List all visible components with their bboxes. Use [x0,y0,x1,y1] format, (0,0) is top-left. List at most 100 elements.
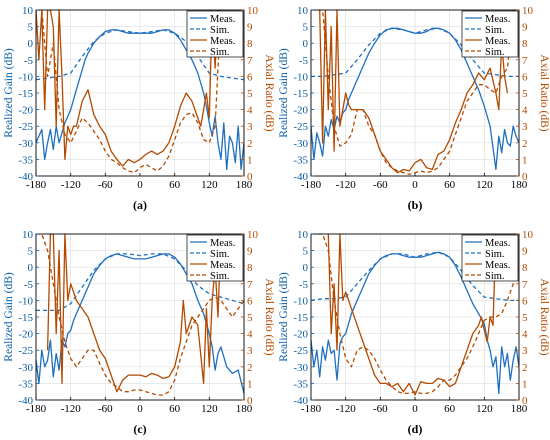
y-right-tick-label: 1 [522,154,528,166]
x-tick-label: 180 [511,403,528,415]
series-line-4-right [311,10,519,175]
y-right-tick-label: 8 [522,38,528,50]
y-right-tick-label: 5 [522,88,528,100]
y-left-tick-label: -5 [299,55,309,67]
x-tick-label: -60 [373,179,388,191]
legend-entry: Sim. [485,47,505,58]
y-left-tick-label: 5 [303,22,309,34]
y-right-tick-label: 10 [247,229,259,241]
y-left-tick-label: 10 [22,229,34,241]
y-left-tick-label: -10 [18,295,33,307]
y-right-axis-label: Axial Ratio (dB) [538,54,550,131]
y-left-tick-label: -35 [293,378,308,390]
chart-panel-2: -180 -120 -60 0 60 120 180-40-35-30-25-20-15-1… [278,5,550,212]
panel-caption: (d) [408,422,423,436]
series-line-2-left [36,253,244,312]
x-tick-label: 120 [201,403,218,415]
y-left-tick-label: -15 [293,88,308,100]
x-tick-label: 180 [511,179,528,191]
series-line-2-left [36,29,244,81]
y-right-tick-label: 0 [247,171,253,183]
y-right-tick-label: 7 [522,279,528,291]
y-left-tick-label: -25 [18,121,33,133]
y-left-tick-label: 0 [28,38,34,50]
series-group [311,234,519,396]
y-right-tick-label: 9 [522,22,528,34]
legend: Meas.Sim.Meas.Sim. [461,234,519,282]
y-right-tick-label: 7 [247,279,253,291]
y-right-tick-label: 7 [522,55,528,67]
y-right-tick-label: 4 [522,105,528,117]
x-tick-label: 0 [137,403,143,415]
legend: Meas.Sim.Meas.Sim. [461,10,519,58]
legend-box [186,234,244,282]
y-left-tick-label: 5 [28,22,34,34]
legend-entry: Sim. [210,271,230,282]
y-right-tick-label: 10 [522,229,534,241]
y-right-tick-label: 8 [522,262,528,274]
legend: Meas.Sim.Meas.Sim. [186,10,244,58]
series-line-4-right [36,10,222,174]
x-tick-label: -180 [26,179,47,191]
y-left-tick-label: -30 [293,138,308,150]
y-left-tick-label: -20 [18,105,33,117]
series-line-4-right [311,234,519,395]
y-right-tick-label: 0 [522,171,528,183]
x-tick-label: 60 [169,403,181,415]
y-right-tick-label: 2 [522,362,528,374]
legend-entry: Meas. [485,14,510,25]
legend-entry: Sim. [210,47,230,58]
y-left-tick-label: -40 [18,395,33,407]
y-left-tick-label: -30 [293,362,308,374]
chart-panel-4: -180 -120 -60 0 60 120 180-40-35-30-25-20-15-1… [278,229,550,436]
y-right-tick-label: 9 [247,22,253,34]
legend-entry: Meas. [210,14,235,25]
legend-entry: Meas. [210,36,235,47]
y-left-tick-label: 10 [22,5,34,17]
legend-entry: Meas. [485,36,510,47]
x-tick-label: 60 [169,179,181,191]
x-tick-label: -60 [98,403,113,415]
y-right-tick-label: 4 [247,329,253,341]
y-right-tick-label: 5 [247,312,253,324]
x-tick-label: -180 [26,403,47,415]
series-group [36,234,244,396]
y-right-tick-label: 3 [247,345,253,357]
y-left-tick-label: -5 [299,279,309,291]
x-tick-label: 180 [236,179,253,191]
legend-box [461,10,519,58]
y-right-tick-label: 6 [522,295,528,307]
y-right-tick-label: 6 [247,295,253,307]
y-left-tick-label: -15 [18,312,33,324]
legend-entry: Sim. [485,25,505,36]
x-tick-label: 120 [476,179,493,191]
series-line-3-right [46,234,222,393]
y-left-tick-label: 5 [28,246,34,258]
y-left-tick-label: -30 [18,362,33,374]
x-tick-label: -120 [336,403,357,415]
y-left-tick-label: -35 [293,154,308,166]
panel-caption: (c) [133,422,146,436]
y-left-tick-label: -40 [293,395,308,407]
legend-entry: Sim. [485,271,505,282]
y-right-tick-label: 3 [247,121,253,133]
y-left-tick-label: -30 [18,138,33,150]
chart-panel-3: -180 -120 -60 0 60 120 180-40-35-30-25-20-15-1… [3,229,275,436]
chart-panel-1: -180 -120 -60 0 60 120 180-40-35-30-25-20-15-1… [3,5,275,212]
series-line-3-right [319,10,509,174]
x-tick-label: 120 [201,179,218,191]
y-left-axis-label: Realized Gain (dB) [278,48,290,138]
y-left-tick-label: 5 [303,246,309,258]
x-tick-label: 60 [444,179,456,191]
series-line-2-left [311,27,519,78]
x-tick-label: -180 [301,179,322,191]
y-right-tick-label: 7 [247,55,253,67]
y-left-axis-label: Realized Gain (dB) [278,272,290,362]
series-group [36,10,244,174]
y-left-tick-label: -15 [18,88,33,100]
y-right-tick-label: 1 [247,154,253,166]
legend-entry: Meas. [485,238,510,249]
series-line-3-right [36,10,221,167]
legend-box [186,10,244,58]
y-right-tick-label: 9 [247,246,253,258]
